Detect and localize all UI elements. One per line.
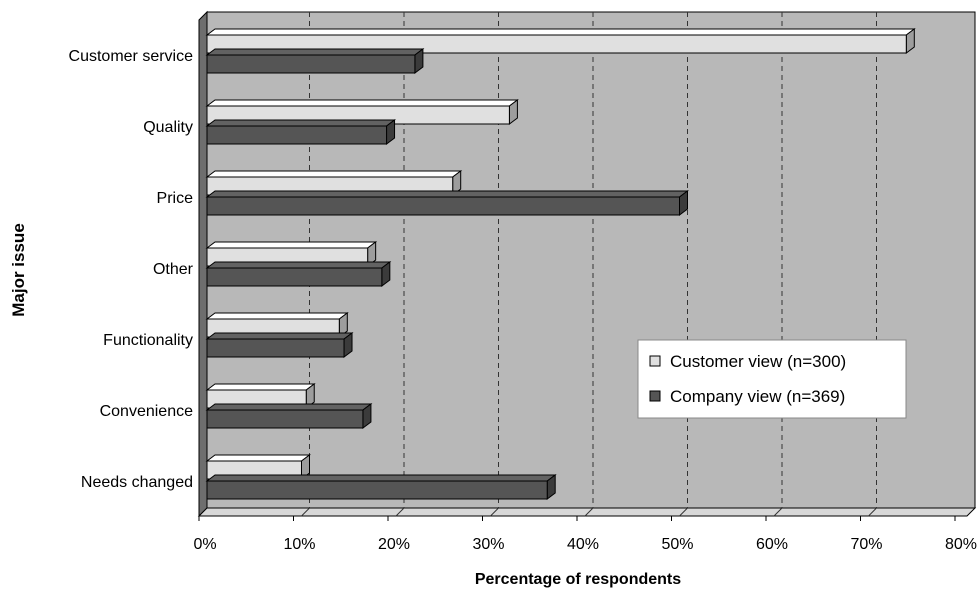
category-label-price: Price bbox=[157, 190, 194, 207]
legend-label-company-view: Company view (n=369) bbox=[670, 387, 845, 406]
legend-swatch-company-view bbox=[649, 390, 661, 402]
plot-floor bbox=[197, 507, 977, 517]
category-label-needs-changed: Needs changed bbox=[81, 474, 193, 491]
bar-company-quality bbox=[205, 119, 397, 145]
x-tick-label: 20% bbox=[378, 536, 410, 553]
bar-customer-customer-service bbox=[205, 28, 916, 54]
bar-company-customer-service bbox=[205, 48, 425, 74]
category-labels: Customer service Quality Price Other Functio… bbox=[69, 48, 194, 491]
bar-company-functionality bbox=[205, 332, 354, 358]
x-axis-label: Percentage of respondents bbox=[475, 571, 681, 588]
legend-swatch-customer-view bbox=[649, 355, 661, 367]
x-tick-label: 50% bbox=[661, 536, 693, 553]
legend-item-customer-view: Customer view (n=300) bbox=[649, 352, 846, 371]
x-tick-labels: 0% 10% 20% 30% 40% 50% 60% 70% 80% bbox=[193, 516, 977, 553]
category-label-functionality: Functionality bbox=[103, 332, 193, 349]
x-tick-label: 60% bbox=[756, 536, 788, 553]
x-tick-label: 10% bbox=[283, 536, 315, 553]
category-label-quality: Quality bbox=[143, 119, 193, 136]
legend-label-customer-view: Customer view (n=300) bbox=[670, 352, 846, 371]
x-tick-label: 70% bbox=[850, 536, 882, 553]
x-tick-label: 30% bbox=[472, 536, 504, 553]
legend-box bbox=[637, 339, 907, 419]
bars bbox=[205, 28, 916, 500]
y-axis-label: Major issue bbox=[9, 223, 28, 317]
category-label-customer-service: Customer service bbox=[69, 48, 194, 65]
x-tick-label: 40% bbox=[567, 536, 599, 553]
legend: Customer view (n=300) Company view (n=36… bbox=[637, 339, 907, 419]
bar-company-price bbox=[205, 190, 689, 216]
category-label-other: Other bbox=[153, 261, 194, 278]
grid-lines bbox=[301, 12, 877, 517]
category-label-convenience: Convenience bbox=[100, 403, 194, 420]
bar-company-needs-changed bbox=[205, 474, 557, 500]
plot-side-wall bbox=[198, 10, 208, 518]
legend-item-company-view: Company view (n=369) bbox=[649, 387, 845, 406]
x-tick-label: 0% bbox=[193, 536, 216, 553]
x-tick-label: 80% bbox=[945, 536, 977, 553]
bar-company-convenience bbox=[205, 403, 373, 429]
bar-company-other bbox=[205, 261, 392, 287]
